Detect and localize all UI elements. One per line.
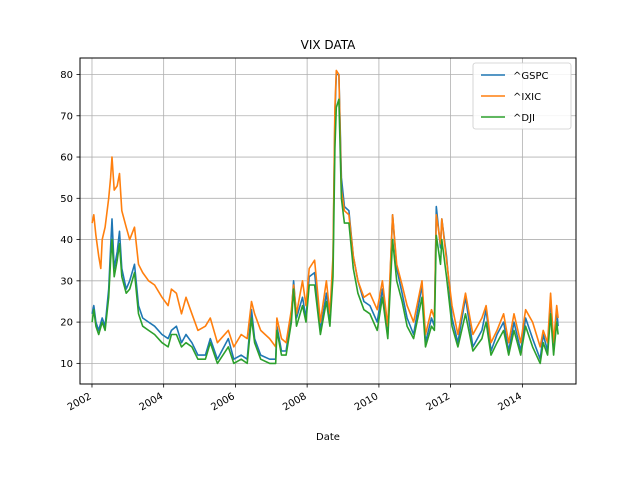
legend-label: ^DJI (513, 113, 535, 124)
legend-box (472, 62, 572, 130)
y-tick-label: 40 (60, 235, 73, 246)
series-line-ixic (91, 69, 559, 348)
y-tick-label: 50 (60, 194, 73, 205)
y-axis-ticks: 10 20 30 40 50 60 70 80 (60, 70, 80, 370)
y-tick-label: 30 (60, 276, 73, 287)
grid-lines (80, 58, 576, 384)
legend-label: ^IXIC (513, 92, 541, 103)
series-line-dji (91, 98, 559, 365)
x-axis-label: Date (316, 432, 340, 443)
plot-frame (79, 57, 577, 385)
y-tick-label: 70 (60, 111, 73, 122)
series-lines (91, 69, 559, 365)
chart-title: VIX DATA (301, 38, 356, 52)
y-tick-label: 10 (60, 359, 73, 370)
legend: ^GSPC ^IXIC ^DJI (472, 62, 572, 130)
y-tick-label: 60 (60, 153, 73, 164)
legend-label: ^GSPC (513, 71, 549, 82)
y-tick-label: 20 (60, 318, 73, 329)
y-tick-label: 80 (60, 70, 73, 81)
